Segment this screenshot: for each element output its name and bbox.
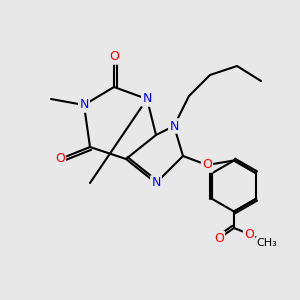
Text: CH₃: CH₃ [256, 238, 278, 248]
Text: N: N [169, 119, 179, 133]
Text: N: N [151, 176, 161, 190]
Text: O: O [244, 227, 254, 241]
Text: N: N [142, 92, 152, 106]
Text: N: N [79, 98, 89, 112]
Text: O: O [214, 232, 224, 245]
Text: O: O [202, 158, 212, 172]
Text: O: O [109, 50, 119, 64]
Text: O: O [55, 152, 65, 166]
